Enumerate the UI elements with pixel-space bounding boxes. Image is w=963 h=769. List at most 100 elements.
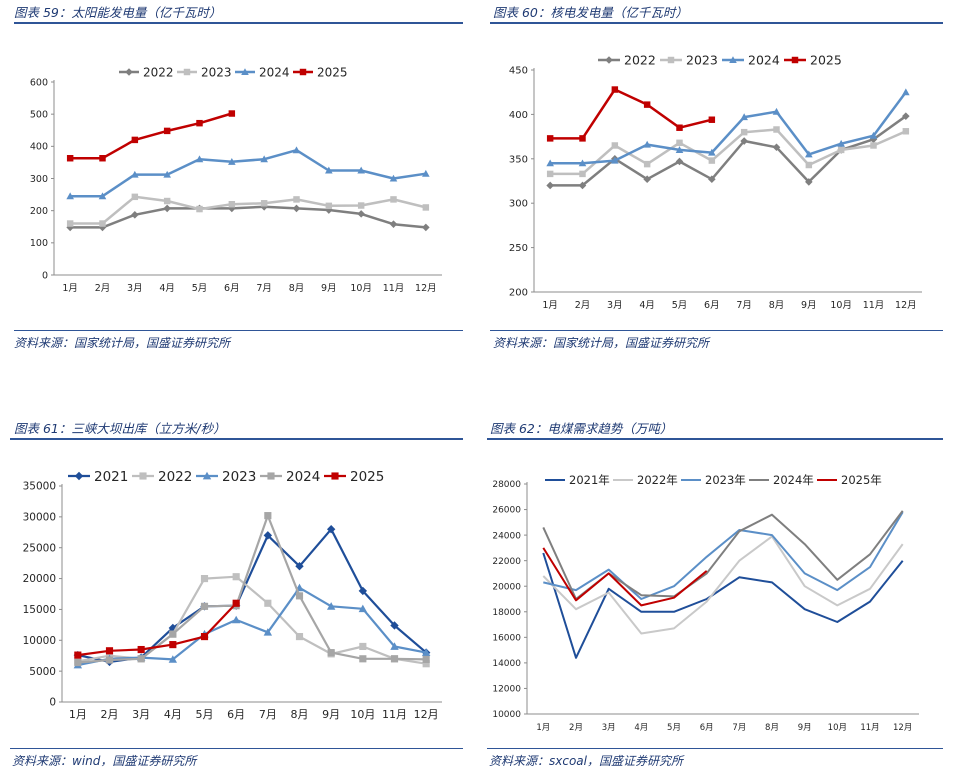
data-point bbox=[740, 128, 748, 136]
x-tick-label: 7月 bbox=[256, 283, 272, 294]
data-point bbox=[168, 655, 178, 663]
data-point bbox=[422, 204, 430, 211]
y-tick-label: 600 bbox=[30, 77, 48, 88]
x-tick-label: 11月 bbox=[383, 283, 405, 294]
x-tick-label: 10月 bbox=[830, 300, 852, 311]
data-point bbox=[773, 126, 780, 133]
series-2025年 bbox=[542, 547, 708, 607]
series-line bbox=[550, 88, 713, 140]
y-tick-label: 500 bbox=[30, 109, 48, 120]
legend-label: 2022 bbox=[158, 469, 192, 485]
source-rule bbox=[487, 748, 943, 749]
source-note: 资料来源：wind，国盛证券研究所 bbox=[12, 754, 197, 768]
data-point bbox=[295, 633, 304, 641]
data-point bbox=[389, 220, 398, 228]
legend-marker bbox=[605, 56, 613, 64]
data-point bbox=[611, 156, 619, 164]
legend-marker bbox=[74, 471, 84, 481]
data-point bbox=[66, 192, 74, 200]
x-tick-label: 5月 bbox=[192, 283, 208, 294]
y-tick-label: 400 bbox=[509, 110, 528, 121]
y-tick-label: 350 bbox=[509, 154, 528, 165]
x-tick-label: 2月 bbox=[101, 708, 119, 721]
y-tick-label: 25000 bbox=[23, 542, 56, 554]
series-2023 bbox=[66, 193, 430, 227]
data-point bbox=[676, 124, 683, 131]
x-tick-label: 7月 bbox=[732, 723, 746, 733]
data-point bbox=[163, 170, 171, 178]
data-point bbox=[708, 148, 716, 156]
data-point bbox=[643, 101, 651, 108]
y-tick-label: 450 bbox=[509, 66, 528, 77]
y-tick-label: 100 bbox=[30, 238, 48, 249]
data-point bbox=[390, 642, 399, 650]
data-point bbox=[200, 633, 209, 641]
series-line bbox=[550, 115, 907, 187]
data-point bbox=[293, 196, 300, 203]
data-point bbox=[805, 161, 813, 169]
chart-title: 图表 60：核电发电量（亿千瓦时） bbox=[493, 5, 688, 20]
data-point bbox=[137, 645, 145, 654]
data-point bbox=[837, 139, 845, 147]
series-line bbox=[70, 195, 427, 225]
y-tick-label: 0 bbox=[42, 270, 48, 281]
x-tick-label: 11月 bbox=[382, 708, 407, 721]
series-2022年 bbox=[542, 535, 904, 635]
x-tick-label: 1月 bbox=[536, 723, 550, 733]
x-tick-label: 4月 bbox=[634, 723, 648, 733]
legend-label: 2022 bbox=[624, 53, 656, 68]
data-point bbox=[74, 651, 82, 659]
x-tick-label: 8月 bbox=[765, 723, 779, 733]
x-tick-label: 5月 bbox=[672, 300, 688, 311]
data-point bbox=[163, 204, 171, 213]
legend-marker bbox=[139, 472, 147, 480]
x-tick-label: 9月 bbox=[801, 300, 817, 311]
data-point bbox=[772, 107, 781, 115]
x-tick-label: 2月 bbox=[95, 283, 111, 294]
x-tick-label: 3月 bbox=[132, 708, 150, 721]
series-2022 bbox=[546, 112, 910, 190]
y-tick-label: 26000 bbox=[492, 506, 521, 516]
data-point bbox=[837, 146, 845, 154]
data-point bbox=[708, 175, 716, 184]
data-point bbox=[231, 615, 241, 624]
chart-title: 图表 59：太阳能发电量（亿千瓦时） bbox=[14, 5, 222, 20]
legend: 2022 2023 2024 2025 bbox=[598, 53, 842, 68]
y-tick-label: 200 bbox=[30, 206, 48, 217]
source-rule bbox=[14, 330, 463, 331]
data-point bbox=[131, 136, 139, 144]
y-tick-label: 35000 bbox=[23, 481, 56, 493]
data-point bbox=[740, 137, 748, 145]
chart-title: 图表 62：电煤需求趋势（万吨） bbox=[490, 421, 673, 436]
chart-canvas: 0 100 200 300 400 500 600 1月 2月 3月 4月 5月 6月 7月 8月 9月 10月… bbox=[30, 65, 442, 294]
data-point bbox=[228, 157, 236, 165]
data-point bbox=[805, 178, 813, 186]
legend-label: 2022年 bbox=[637, 473, 678, 487]
y-tick-label: 28000 bbox=[492, 480, 521, 490]
data-point bbox=[325, 206, 333, 214]
data-point bbox=[99, 155, 106, 162]
data-point bbox=[232, 599, 240, 607]
data-point bbox=[163, 197, 171, 205]
data-point bbox=[131, 193, 139, 201]
legend-label: 2024 bbox=[748, 53, 780, 68]
legend-label: 2025 bbox=[810, 53, 842, 68]
legend-label: 2023年 bbox=[705, 473, 746, 487]
series-line bbox=[542, 510, 904, 600]
data-point bbox=[708, 157, 716, 164]
x-tick-label: 2月 bbox=[575, 300, 591, 311]
data-point bbox=[611, 142, 619, 149]
legend-marker bbox=[241, 68, 249, 76]
chart-canvas: 10000 12000 14000 16000 18000 20000 22000 24000… bbox=[492, 473, 919, 733]
data-point bbox=[359, 642, 367, 651]
y-tick-label: 20000 bbox=[23, 573, 56, 585]
data-point bbox=[643, 160, 651, 168]
x-tick-label: 3月 bbox=[127, 283, 143, 294]
y-tick-label: 10000 bbox=[492, 710, 521, 720]
data-point bbox=[805, 150, 813, 158]
series-line bbox=[77, 528, 427, 663]
y-tick-label: 24000 bbox=[492, 531, 521, 541]
series-line bbox=[70, 148, 426, 198]
y-tick-label: 18000 bbox=[492, 608, 521, 618]
x-tick-label: 9月 bbox=[322, 708, 340, 721]
